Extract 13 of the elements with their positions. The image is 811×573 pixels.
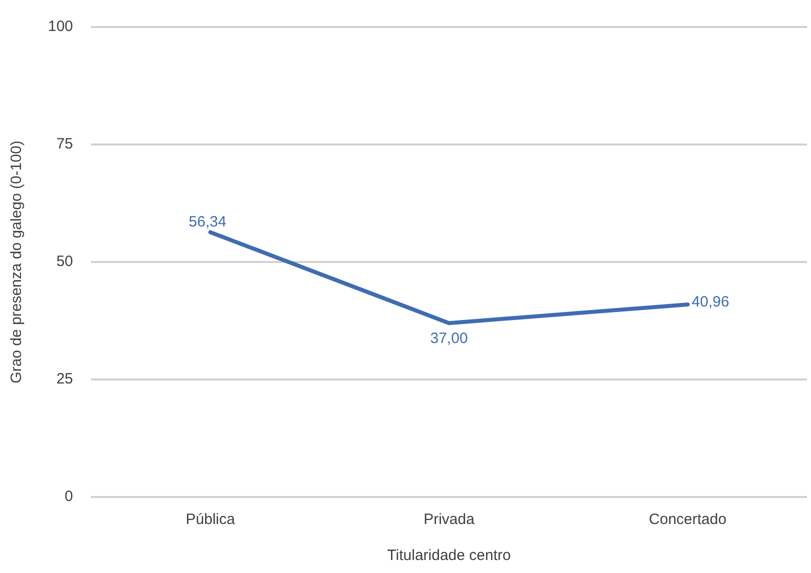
x-tick-label: Pública <box>186 511 236 528</box>
y-tick-label: 0 <box>64 488 74 506</box>
y-tick-label: 50 <box>56 253 74 270</box>
x-tick-label: Privada <box>424 511 476 528</box>
data-label: 56,34 <box>188 213 226 230</box>
x-axis-title: Titularidade centro <box>387 547 511 564</box>
x-tick-label: Concertado <box>648 511 726 528</box>
y-axis-title: Grao de presenza do galego (0-100) <box>8 140 26 384</box>
y-tick-label: 100 <box>48 18 74 36</box>
data-label: 40,96 <box>692 294 730 311</box>
y-tick-label: 25 <box>56 370 74 388</box>
y-tick-label: 75 <box>56 136 74 153</box>
data-label: 37,00 <box>430 330 468 348</box>
